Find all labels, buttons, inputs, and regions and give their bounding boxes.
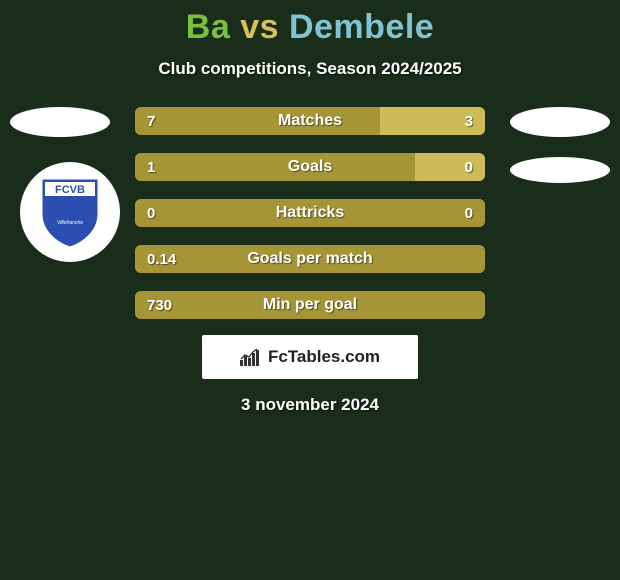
player2-name: Dembele bbox=[289, 8, 434, 46]
stat-name: Goals bbox=[135, 153, 485, 181]
player2-club-placeholder bbox=[510, 157, 610, 183]
svg-text:Villefranche: Villefranche bbox=[57, 220, 83, 226]
club-shield-icon: FCVB Villefranche bbox=[37, 174, 103, 250]
comparison-body: FCVB Villefranche 73Matches 10Goals 00Hatt… bbox=[0, 107, 620, 327]
stat-row: 10Goals bbox=[135, 153, 485, 181]
stat-name: Min per goal bbox=[135, 291, 485, 319]
player1-name: Ba bbox=[186, 8, 230, 46]
stat-name: Matches bbox=[135, 107, 485, 135]
stat-row: 730Min per goal bbox=[135, 291, 485, 319]
club-logo-text: FCVB bbox=[55, 184, 85, 196]
stat-row: 0.14Goals per match bbox=[135, 245, 485, 273]
stats-bars: 73Matches 10Goals 00Hattricks 0.14Goals per… bbox=[135, 107, 485, 337]
subtitle: Club competitions, Season 2024/2025 bbox=[0, 59, 620, 79]
player1-club-logo: FCVB Villefranche bbox=[20, 162, 120, 262]
stat-name: Hattricks bbox=[135, 199, 485, 227]
vs-separator: vs bbox=[230, 8, 289, 46]
stat-row: 73Matches bbox=[135, 107, 485, 135]
stat-row: 00Hattricks bbox=[135, 199, 485, 227]
comparison-title: Ba vs Dembele bbox=[0, 0, 620, 47]
stat-name: Goals per match bbox=[135, 245, 485, 273]
snapshot-date: 3 november 2024 bbox=[0, 395, 620, 415]
bar-chart-icon bbox=[240, 348, 262, 366]
watermark: FcTables.com bbox=[202, 335, 418, 379]
player2-avatar-placeholder bbox=[510, 107, 610, 137]
player1-avatar-placeholder bbox=[10, 107, 110, 137]
watermark-text: FcTables.com bbox=[268, 347, 380, 367]
